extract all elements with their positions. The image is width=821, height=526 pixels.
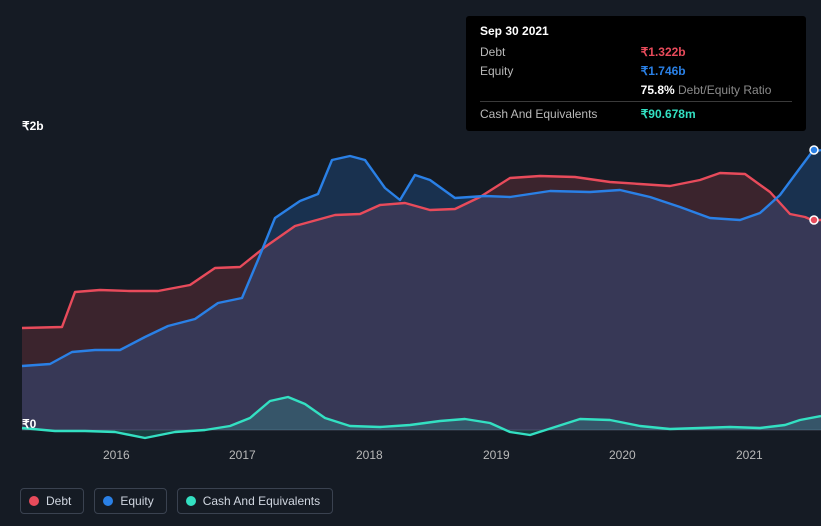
tooltip-row-value: ₹1.746b <box>613 61 792 80</box>
legend-item-cash-and-equivalents[interactable]: Cash And Equivalents <box>177 488 333 514</box>
x-tick-label: 2020 <box>609 448 636 462</box>
legend-item-debt[interactable]: Debt <box>20 488 84 514</box>
chart-tooltip: Sep 30 2021 Debt₹1.322bEquity₹1.746b75.8… <box>466 16 806 131</box>
x-tick-label: 2021 <box>736 448 763 462</box>
legend-label: Equity <box>120 494 153 508</box>
tooltip-ratio: 75.8% Debt/Equity Ratio <box>613 80 792 101</box>
tooltip-date: Sep 30 2021 <box>480 24 792 38</box>
x-tick-label: 2018 <box>356 448 383 462</box>
y-tick-label: ₹2b <box>22 119 44 133</box>
x-tick-label: 2017 <box>229 448 256 462</box>
tooltip-row-label: Cash And Equivalents <box>480 101 613 123</box>
legend-label: Cash And Equivalents <box>203 494 320 508</box>
x-tick-label: 2019 <box>483 448 510 462</box>
legend-swatch <box>103 496 113 506</box>
tooltip-row-value: ₹90.678m <box>613 101 792 123</box>
legend-swatch <box>186 496 196 506</box>
y-tick-label: ₹0 <box>22 417 36 431</box>
chart-legend: Debt Equity Cash And Equivalents <box>20 488 333 514</box>
tooltip-row-label: Equity <box>480 61 613 80</box>
legend-swatch <box>29 496 39 506</box>
legend-label: Debt <box>46 494 71 508</box>
legend-item-equity[interactable]: Equity <box>94 488 166 514</box>
tooltip-row-value: ₹1.322b <box>613 42 792 61</box>
tooltip-row-label: Debt <box>480 42 613 61</box>
x-tick-label: 2016 <box>103 448 130 462</box>
tooltip-table: Debt₹1.322bEquity₹1.746b75.8% Debt/Equit… <box>480 42 792 123</box>
